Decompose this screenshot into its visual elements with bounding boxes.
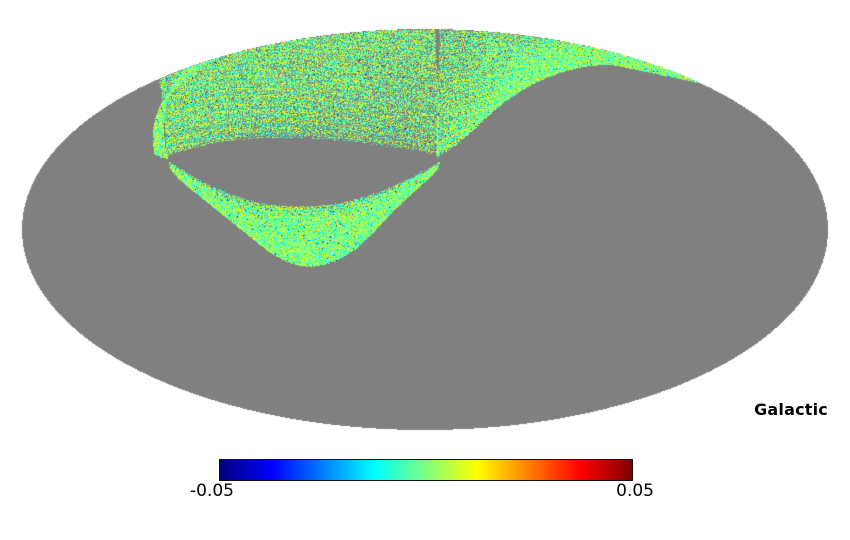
coordinate-frame-label: Galactic <box>754 400 828 419</box>
colorbar-max-label: 0.05 <box>616 481 654 501</box>
colorbar-gradient <box>219 459 633 481</box>
colorbar <box>219 459 633 481</box>
colorbar-min-label: -0.05 <box>190 481 234 501</box>
